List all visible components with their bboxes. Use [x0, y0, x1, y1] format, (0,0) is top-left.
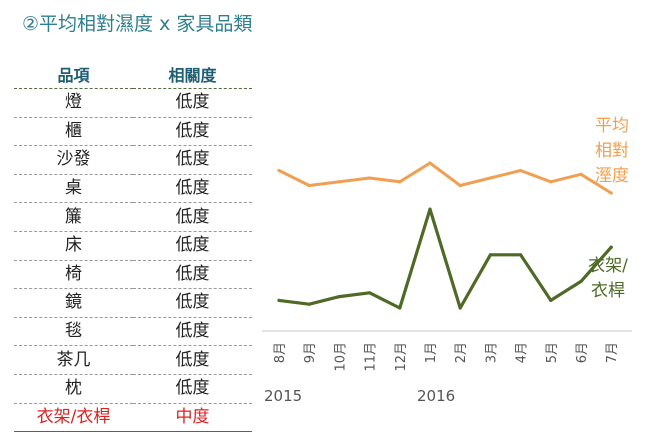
data-point [307, 183, 311, 188]
table-row: 毯低度 [14, 317, 252, 347]
data-point [579, 279, 583, 283]
item-cell: 鏡 [14, 288, 133, 318]
x-tick-label: 5月 [545, 342, 560, 363]
table-row: 椅低度 [14, 260, 252, 290]
data-point [398, 180, 402, 184]
page-title: ②平均相對濕度 x 家具品類 [22, 13, 253, 35]
item-cell: 枕 [14, 374, 133, 404]
table-row: 桌低度 [14, 174, 252, 204]
item-cell: 床 [14, 231, 133, 261]
table-row: 床低度 [14, 231, 252, 261]
data-point [519, 253, 523, 257]
series-line-1 [277, 161, 613, 195]
series-line-2 [277, 207, 613, 310]
data-point [368, 291, 372, 295]
data-point [277, 298, 281, 302]
relevance-cell: 低度 [133, 117, 252, 147]
year-label: 2015 [264, 387, 302, 405]
item-cell: 燈 [14, 88, 133, 118]
table-row: 簾低度 [14, 202, 252, 232]
series-label: 溼度 [595, 166, 629, 186]
item-cell: 沙發 [14, 145, 133, 175]
data-point [579, 172, 583, 176]
year-label: 2016 [417, 387, 455, 405]
item-cell: 櫃 [14, 117, 133, 147]
relevance-cell: 低度 [133, 145, 252, 175]
item-cell: 茶几 [14, 345, 133, 375]
x-tick-label: 8月 [273, 342, 288, 363]
relevance-cell: 低度 [133, 88, 252, 118]
x-tick-label: 11月 [364, 342, 379, 372]
data-point [458, 306, 462, 310]
header-relevance: 相關度 [133, 60, 252, 89]
data-point [488, 253, 492, 257]
series-label: 衣桿 [591, 281, 625, 301]
data-point [488, 176, 492, 180]
data-point [549, 298, 553, 302]
x-tick-label: 4月 [515, 342, 530, 363]
item-cell: 椅 [14, 260, 133, 290]
relevance-cell: 低度 [133, 288, 252, 318]
relevance-cell: 低度 [133, 260, 252, 290]
relevance-cell: 低度 [133, 374, 252, 404]
data-point [368, 176, 372, 180]
table-row: 沙發 低度 [14, 145, 252, 175]
relevance-cell: 低度 [133, 174, 252, 204]
data-point [337, 180, 341, 184]
data-point [549, 180, 553, 184]
relevance-cell: 低度 [133, 231, 252, 261]
relevance-cell: 低度 [133, 317, 252, 347]
item-cell: 毯 [14, 317, 133, 347]
x-tick-label: 2月 [454, 342, 469, 363]
relevance-cell: 低度 [133, 202, 252, 232]
table-row: 茶几 低度 [14, 345, 252, 375]
x-tick-label: 1月 [424, 342, 439, 363]
relevance-cell: 中度 [133, 403, 252, 433]
data-point [337, 295, 341, 299]
data-point [398, 306, 402, 310]
data-point [428, 207, 432, 211]
series-label: 平均 [595, 116, 629, 136]
header-item: 品項 [14, 60, 133, 89]
data-point [609, 245, 613, 249]
table-row: 櫃低度 [14, 117, 252, 147]
series-label: 相對 [595, 141, 629, 161]
table-row: 枕低度 [14, 374, 252, 404]
x-tick-label: 7月 [605, 342, 620, 363]
x-tick-label: 10月 [333, 342, 348, 372]
x-tick-label: 6月 [575, 342, 590, 363]
table-header-row: 品項 相關度 [14, 60, 252, 89]
x-tick-label: 12月 [394, 342, 409, 372]
table-row: 鏡低度 [14, 288, 252, 318]
item-cell: 衣架/衣桿 [14, 403, 133, 433]
relevance-cell: 低度 [133, 345, 252, 375]
data-point [609, 191, 613, 195]
table-row: 衣架/衣桿 中度 [14, 403, 252, 433]
item-cell: 桌 [14, 174, 133, 204]
data-point [519, 168, 523, 173]
x-tick-label: 9月 [303, 342, 318, 363]
x-tick-label: 3月 [484, 342, 499, 363]
data-point [428, 161, 432, 165]
data-point [277, 168, 281, 173]
data-point [458, 183, 462, 188]
table-row: 燈低度 [14, 88, 252, 118]
relevance-table: 品項 相關度 燈低度櫃低度 沙發 低度桌低度簾低度床低度椅低度鏡低度毯低度 茶几 低度枕… [14, 60, 252, 433]
data-point [307, 302, 311, 306]
series-label: 衣架/ [588, 256, 628, 276]
item-cell: 簾 [14, 202, 133, 232]
